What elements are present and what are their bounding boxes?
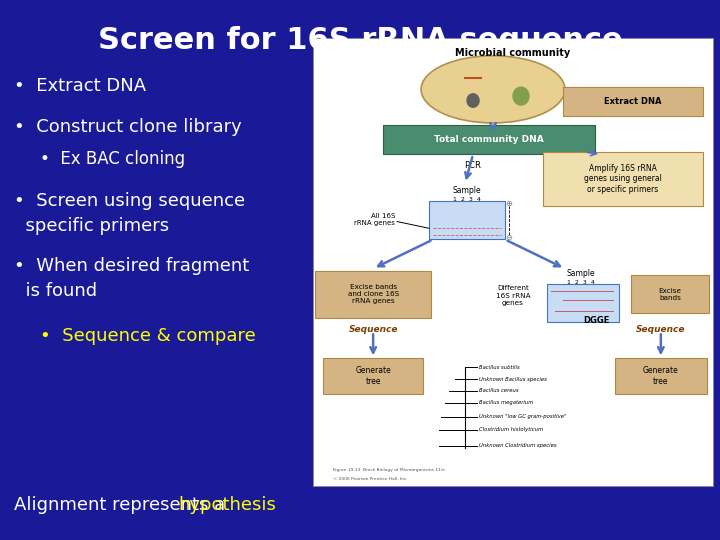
Text: Generate
tree: Generate tree bbox=[643, 367, 679, 386]
FancyBboxPatch shape bbox=[615, 358, 707, 394]
Text: •  When desired fragment
  is found: • When desired fragment is found bbox=[14, 256, 250, 300]
Text: •  Screen using sequence
  specific primers: • Screen using sequence specific primers bbox=[14, 192, 246, 235]
Text: Bacillus subtilis: Bacillus subtilis bbox=[479, 364, 520, 370]
Text: Figure 19-13  Brock Biology of Microorganisms 11/e: Figure 19-13 Brock Biology of Microorgan… bbox=[333, 468, 445, 472]
Text: Total community DNA: Total community DNA bbox=[434, 135, 544, 144]
Circle shape bbox=[467, 94, 479, 107]
Text: Microbial community: Microbial community bbox=[455, 49, 571, 58]
FancyBboxPatch shape bbox=[313, 38, 713, 486]
Text: Clostridium histolyticum: Clostridium histolyticum bbox=[479, 428, 543, 433]
Text: ⊖: ⊖ bbox=[505, 233, 513, 242]
Text: Sample: Sample bbox=[453, 186, 482, 195]
Text: Extract DNA: Extract DNA bbox=[604, 97, 662, 106]
FancyBboxPatch shape bbox=[547, 284, 619, 322]
FancyBboxPatch shape bbox=[383, 125, 595, 154]
Text: •  Sequence & compare: • Sequence & compare bbox=[40, 327, 256, 345]
Text: Unknown "low GC gram-positive": Unknown "low GC gram-positive" bbox=[479, 414, 567, 419]
Text: Amplify 16S rRNA
genes using general
or specific primers: Amplify 16S rRNA genes using general or … bbox=[584, 164, 662, 194]
Text: PCR: PCR bbox=[464, 161, 482, 170]
Text: 1  2  3  4: 1 2 3 4 bbox=[567, 280, 595, 285]
Text: Bacillus megaterium: Bacillus megaterium bbox=[479, 400, 534, 405]
Text: 1  2  3  4: 1 2 3 4 bbox=[453, 197, 481, 201]
Text: Screen for 16S rRNA sequence: Screen for 16S rRNA sequence bbox=[98, 26, 622, 55]
Text: Sequence: Sequence bbox=[636, 325, 685, 334]
Text: Excise
bands: Excise bands bbox=[658, 288, 681, 301]
Text: All 16S
rRNA genes: All 16S rRNA genes bbox=[354, 213, 395, 226]
Ellipse shape bbox=[421, 56, 565, 123]
Text: hypothesis: hypothesis bbox=[179, 496, 276, 514]
Text: ⊕: ⊕ bbox=[505, 199, 513, 208]
FancyBboxPatch shape bbox=[543, 152, 703, 206]
Text: Unknown Bacillus species: Unknown Bacillus species bbox=[479, 377, 547, 382]
Circle shape bbox=[513, 87, 529, 105]
Text: Different
16S rRNA
genes: Different 16S rRNA genes bbox=[495, 285, 531, 306]
FancyBboxPatch shape bbox=[631, 275, 708, 313]
Text: DGGE: DGGE bbox=[584, 316, 610, 325]
Text: Sequence: Sequence bbox=[348, 325, 398, 334]
Text: Alignment represents a: Alignment represents a bbox=[14, 496, 231, 514]
Text: Sample: Sample bbox=[567, 268, 595, 278]
FancyBboxPatch shape bbox=[315, 271, 431, 318]
Text: Bacillus cereus: Bacillus cereus bbox=[479, 388, 518, 394]
Text: •  Construct clone library: • Construct clone library bbox=[14, 118, 242, 136]
Text: Excise bands
and clone 16S
rRNA genes: Excise bands and clone 16S rRNA genes bbox=[348, 285, 399, 305]
Text: © 2006 Pearson Prentice Hall, Inc.: © 2006 Pearson Prentice Hall, Inc. bbox=[333, 477, 408, 481]
Text: •  Extract DNA: • Extract DNA bbox=[14, 77, 147, 96]
Text: Unknown Clostridium species: Unknown Clostridium species bbox=[479, 443, 557, 448]
Text: Generate
tree: Generate tree bbox=[355, 367, 391, 386]
FancyBboxPatch shape bbox=[563, 87, 703, 116]
FancyBboxPatch shape bbox=[323, 358, 423, 394]
FancyBboxPatch shape bbox=[429, 201, 505, 240]
Text: •  Ex BAC cloning: • Ex BAC cloning bbox=[40, 150, 185, 168]
